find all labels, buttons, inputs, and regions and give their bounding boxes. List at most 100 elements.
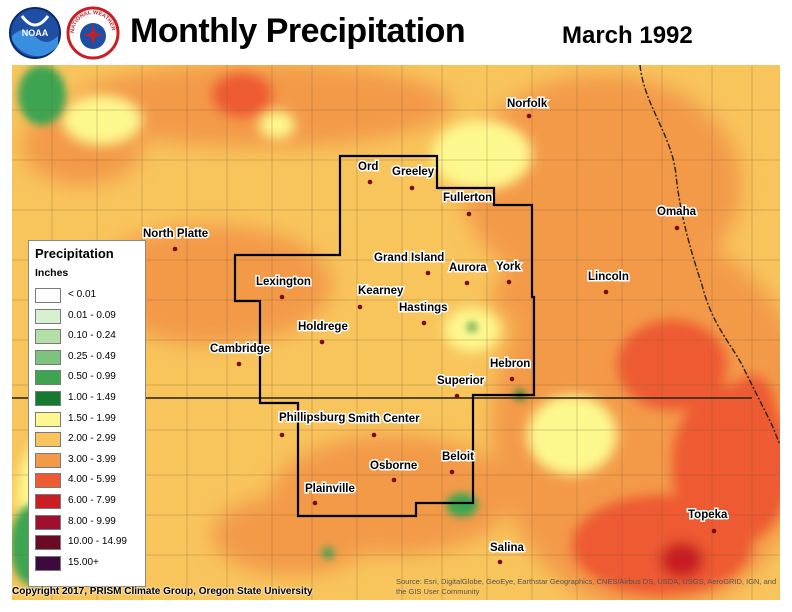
city-label: Holdrege [298,321,348,333]
city-marker: Osborne [369,459,419,483]
legend-item: 2.00 - 2.99 [35,431,145,450]
city-label: Phillipsburg [279,412,345,424]
legend-label: 4.00 - 5.99 [68,474,116,486]
city-marker: Omaha [656,205,698,231]
legend-label: 0.10 - 0.24 [68,330,116,342]
city-marker: North Platte [142,227,210,252]
city-dot [674,225,680,231]
city-dot [421,320,427,326]
city-dot [454,393,460,399]
legend-label: 8.00 - 9.99 [68,515,116,527]
legend-item: < 0.01 [35,287,145,306]
city-label: Lincoln [588,271,629,283]
city-marker: Hebron [489,357,532,382]
city-dot [371,432,377,438]
city-label: Plainville [305,483,355,495]
city-label: North Platte [143,228,208,240]
city-dot [172,246,178,252]
city-dot [236,361,242,367]
city-label: Hastings [399,302,448,314]
legend-label: 1.50 - 1.99 [68,412,116,424]
precip-field-yellow [17,95,617,555]
city-marker: Holdrege [297,320,349,345]
map-title: Monthly Precipitation [130,12,466,50]
map-header: NOAA NATIONAL WEATHER SERVICE Monthly Pr… [0,0,792,64]
city-marker: Kearney [357,284,405,310]
legend-swatch [35,494,61,509]
city-marker: Hastings [398,301,449,326]
legend-label: 10.00 - 14.99 [68,536,127,548]
legend-item: 1.50 - 1.99 [35,411,145,430]
legend-swatch [35,288,61,303]
legend-label: 0.25 - 0.49 [68,350,116,362]
legend-swatch [35,473,61,489]
missouri-river-border [639,65,780,446]
legend-label: 2.00 - 2.99 [68,433,116,445]
legend-swatch [35,308,61,324]
city-label: Superior [437,375,485,387]
legend-swatch [35,391,61,406]
legend: Precipitation Inches < 0.01 0.01 - 0.09 0.… [28,240,146,587]
city-label: Grand Island [374,252,444,264]
city-dot [425,270,431,276]
legend-swatch [35,411,61,427]
city-label: Smith Center [348,413,420,425]
legend-item: 0.50 - 0.99 [35,369,145,388]
legend-label: 0.01 - 0.09 [68,309,116,321]
city-dot [711,528,717,534]
city-label: Lexington [256,276,311,288]
legend-label: 0.50 - 0.99 [68,371,116,383]
legend-swatch [35,329,61,345]
city-dot [319,339,325,345]
city-label: York [496,261,521,273]
copyright: Copyright 2017, PRISM Climate Group, Ore… [12,586,313,597]
city-marker: Cambridge [209,342,272,367]
city-layer: Norfolk Ord Greeley Fullerton Omaha North Pla… [142,97,730,565]
city-marker: Lexington [255,275,312,300]
city-dot [603,289,609,295]
city-dot [466,211,472,217]
city-marker: Superior [436,374,486,399]
city-dot [391,477,397,483]
city-marker: Salina [489,541,526,565]
city-label: Osborne [370,460,417,472]
legend-swatch [35,370,61,386]
legend-swatch [35,514,61,530]
city-marker: Aurora [448,261,489,286]
city-marker: Norfolk [506,97,549,119]
city-dot [279,432,285,438]
city-dot [449,469,455,475]
city-marker: Smith Center [347,412,422,438]
forecast-area-outline [233,154,536,518]
legend-item: 15.00+ [35,555,145,574]
city-label: Salina [490,542,524,554]
city-marker: Phillipsburg [278,411,347,438]
city-label: Topeka [688,509,728,521]
nws-logo: NATIONAL WEATHER SERVICE [66,6,120,60]
legend-label: 15.00+ [68,556,99,568]
city-dot [312,500,318,506]
city-label: Aurora [449,262,487,274]
city-label: Beloit [442,451,474,463]
legend-title: Precipitation [35,246,114,261]
legend-item: 10.00 - 14.99 [35,534,145,553]
city-label: Kearney [358,285,404,297]
city-label: Greeley [392,166,435,178]
legend-swatch [35,432,61,448]
city-dot [497,559,503,565]
city-label: Omaha [657,206,697,218]
source-attribution: Source: Esri, DigitalGlobe, GeoEye, Eart… [396,577,777,596]
legend-item: 3.00 - 3.99 [35,452,145,471]
noaa-logo: NOAA [9,7,61,59]
city-dot [526,113,532,119]
legend-item: 0.01 - 0.09 [35,308,145,327]
city-label: Ord [358,161,378,173]
legend-label: 1.00 - 1.49 [68,392,116,403]
map-date: March 1992 [562,22,693,49]
city-dot [464,280,470,286]
legend-swatch [35,535,61,551]
city-dot [506,279,512,285]
legend-item: 0.25 - 0.49 [35,349,145,368]
city-marker: Ord [357,160,380,185]
legend-units: Inches [35,267,69,279]
